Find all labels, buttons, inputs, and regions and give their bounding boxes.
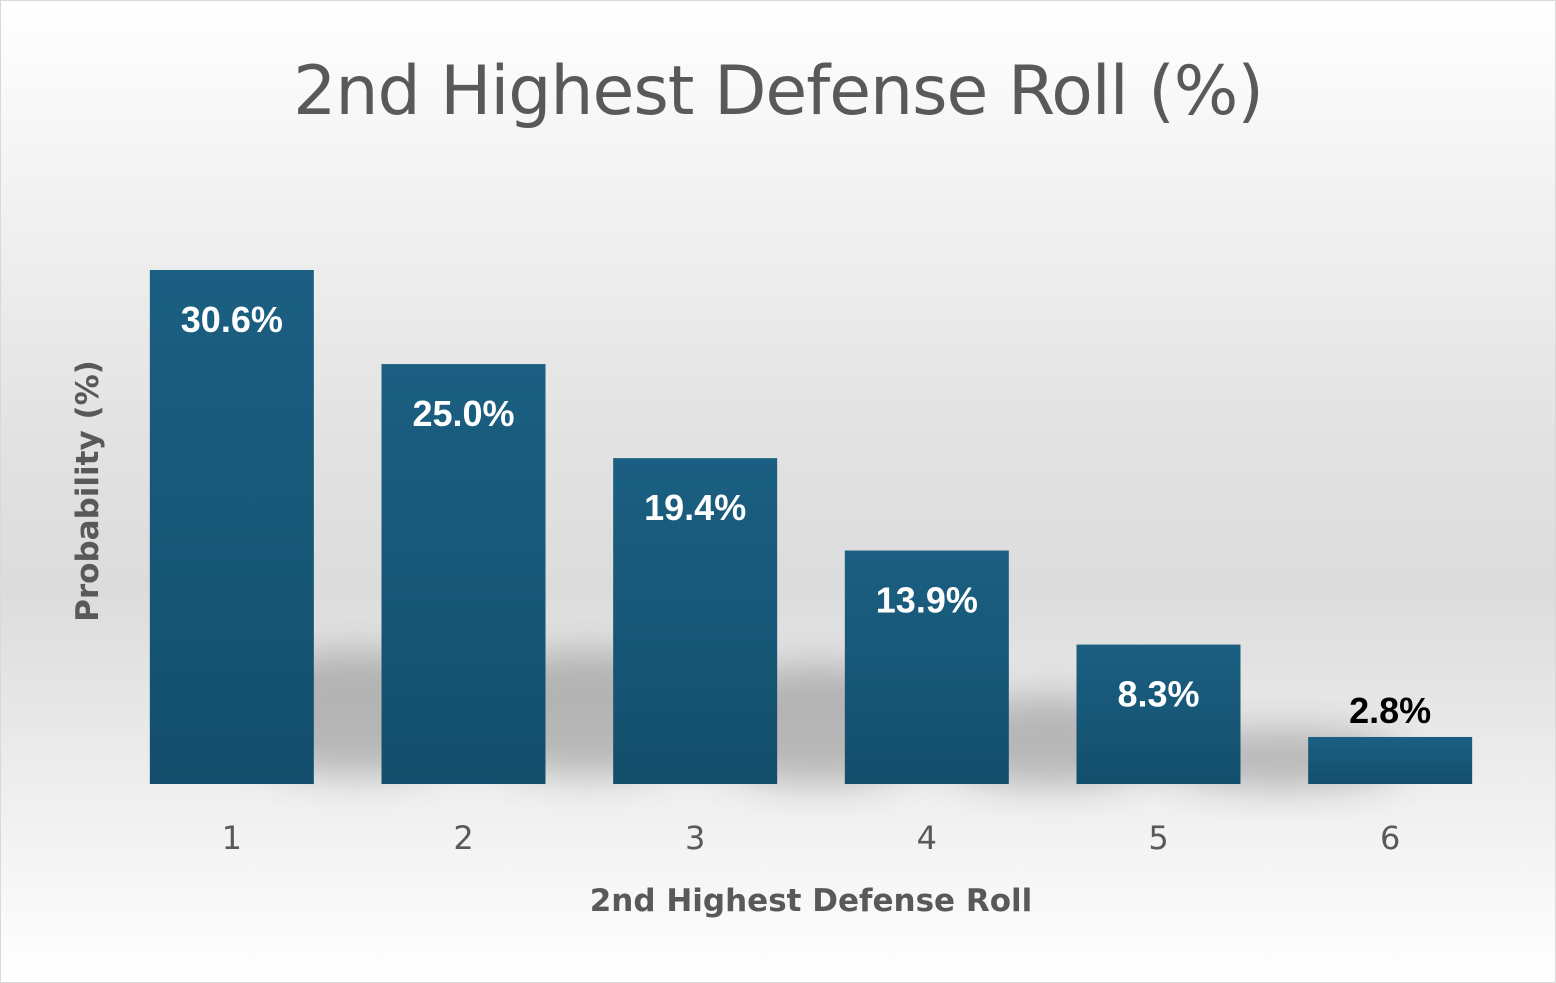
- bar-5: [1076, 644, 1241, 784]
- chart-title: 2nd Highest Defense Roll (%): [293, 52, 1264, 131]
- x-tick-label-5: 5: [1148, 819, 1168, 857]
- x-tick-label-1: 1: [222, 819, 242, 857]
- bar-6: [1308, 736, 1473, 784]
- data-label-1: 30.6%: [181, 299, 283, 340]
- data-label-6: 2.8%: [1349, 690, 1431, 731]
- data-label-3: 19.4%: [644, 487, 746, 528]
- bar-2: [381, 364, 546, 784]
- x-axis-label: 2nd Highest Defense Roll: [589, 883, 1033, 919]
- bar-3: [613, 458, 778, 784]
- data-label-4: 13.9%: [876, 580, 978, 621]
- x-tick-label-4: 4: [917, 819, 937, 857]
- x-tick-label-3: 3: [685, 819, 705, 857]
- bar-1: [149, 270, 314, 784]
- bar-4: [844, 550, 1009, 784]
- data-label-2: 25.0%: [412, 393, 514, 434]
- data-label-5: 8.3%: [1117, 674, 1199, 715]
- x-tick-label-6: 6: [1380, 819, 1400, 857]
- x-tick-label-2: 2: [453, 819, 473, 857]
